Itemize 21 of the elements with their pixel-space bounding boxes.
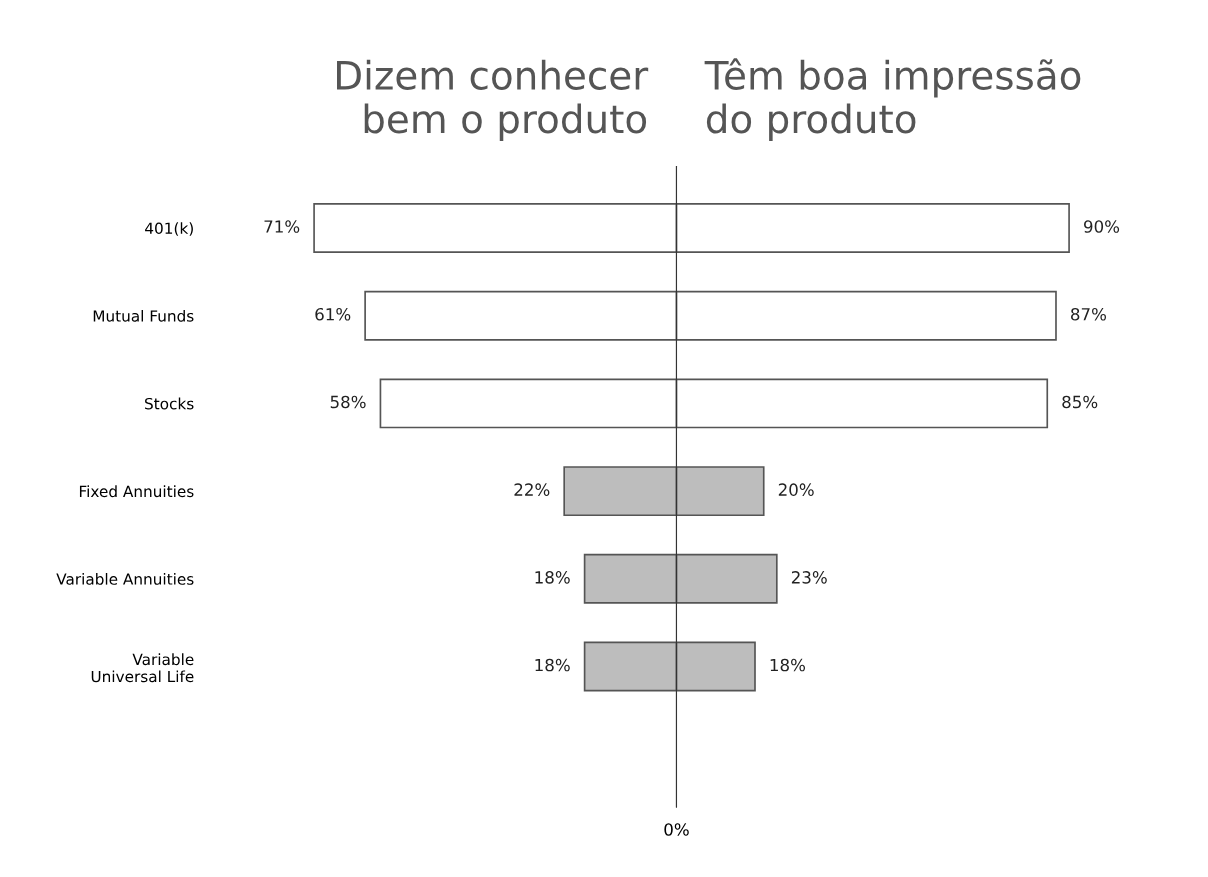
data-label: 23% <box>791 571 827 584</box>
data-label: 18% <box>770 658 806 672</box>
data-label: 90% <box>1084 220 1120 233</box>
chart-title: Têm boa impressão do produto <box>704 58 1081 142</box>
data-label: 61% <box>315 307 351 321</box>
data-label: 18% <box>535 571 570 584</box>
y-tick-label: Mutual Funds <box>93 309 194 322</box>
y-tick-label: Fixed Annuities <box>79 485 194 498</box>
data-label: 22% <box>514 483 550 496</box>
data-label: 18% <box>535 658 570 672</box>
data-label: 85% <box>1062 395 1098 409</box>
chart-title: Dizem conhecer bem o produto <box>337 59 649 142</box>
data-label: 71% <box>264 220 300 233</box>
y-tick-label: Stocks <box>145 397 194 410</box>
y-tick-label: Variable Universal Life <box>91 653 194 683</box>
data-label: 87% <box>1071 307 1107 321</box>
data-label: 58% <box>330 395 366 409</box>
y-tick-label: Variable Annuities <box>56 573 194 585</box>
y-tick-label: 401(k) <box>145 222 193 236</box>
data-label: 20% <box>778 483 814 496</box>
text: 0% <box>664 823 689 836</box>
